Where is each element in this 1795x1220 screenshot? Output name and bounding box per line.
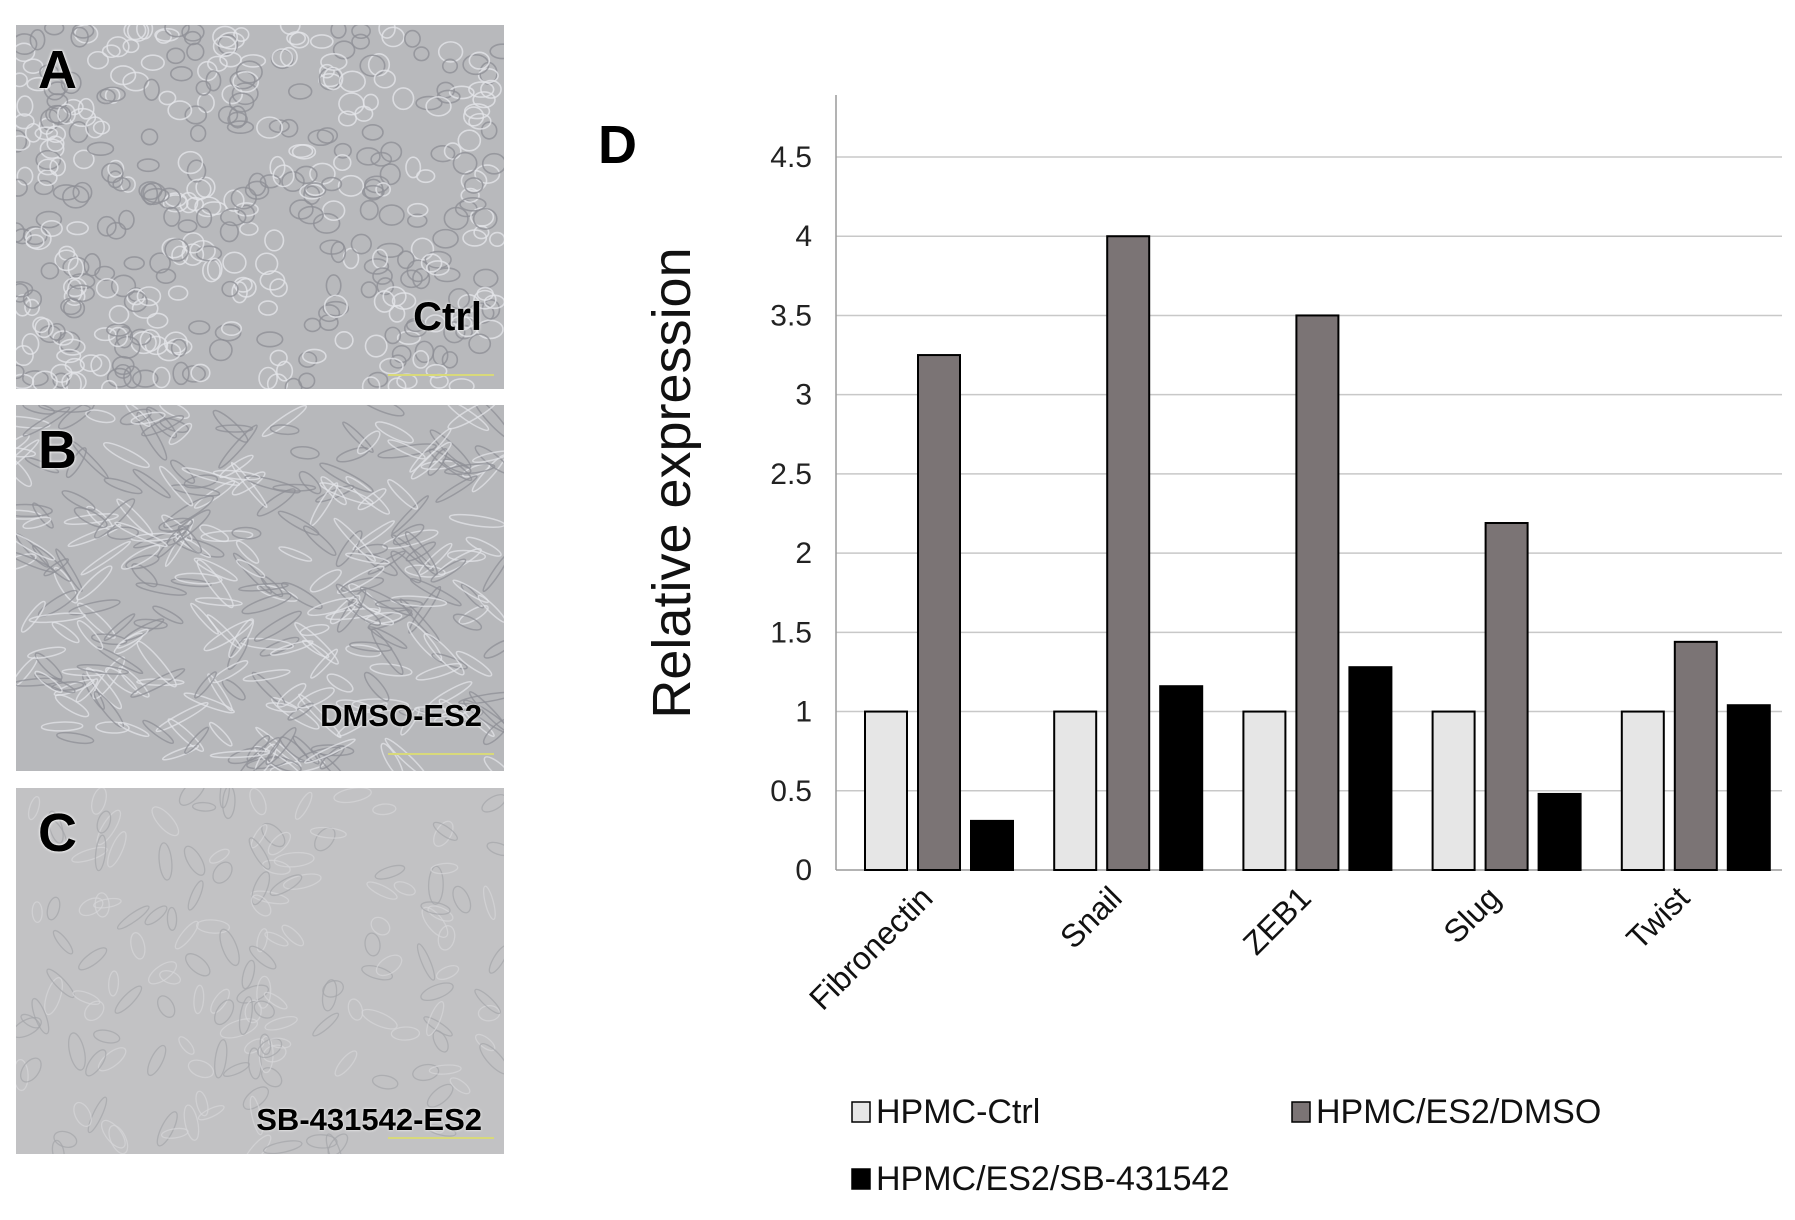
micrograph-panel-b: B DMSO-ES2 <box>16 405 504 771</box>
panel-letter-b: B <box>38 420 77 480</box>
y-tick-label: 2.5 <box>770 458 812 491</box>
bar-zeb1-series-3 <box>1348 666 1393 871</box>
bar-slug-series-3 <box>1537 792 1582 871</box>
cell-shapes <box>16 25 504 389</box>
bar-zeb1-series-2 <box>1295 314 1340 871</box>
category-label-zeb1: ZEB1 <box>1236 879 1318 961</box>
y-tick-label: 2 <box>795 537 812 570</box>
panel-caption-a: Ctrl <box>413 295 482 339</box>
category-labels: Fibronectin Snail ZEB1 Slug Twist <box>802 879 1696 1016</box>
legend-swatch-1 <box>851 1101 871 1123</box>
cell-texture-b <box>16 405 504 771</box>
y-axis-label: Relative expression <box>642 247 702 718</box>
bar-twist-series-1 <box>1620 710 1665 871</box>
panel-letter-c: C <box>38 803 77 863</box>
legend-label-1: HPMC-Ctrl <box>876 1093 1040 1131</box>
bar-snail-series-3 <box>1159 685 1204 872</box>
scale-bar-b <box>388 753 494 755</box>
micrograph-panel-c: C SB-431542-ES2 <box>16 788 504 1154</box>
y-tick-label: 4.5 <box>770 141 812 174</box>
legend-swatch-2 <box>1291 1101 1311 1123</box>
bar-slug-series-1 <box>1431 710 1476 871</box>
bar-twist-series-2 <box>1673 640 1718 872</box>
cell-texture-a <box>16 25 504 389</box>
panel-letter-a: A <box>38 40 77 100</box>
panel-caption-c: SB-431542-ES2 <box>256 1102 482 1137</box>
category-label-fibronectin: Fibronectin <box>802 879 939 1016</box>
scale-bar-c <box>388 1137 494 1139</box>
bar-zeb1-series-1 <box>1242 710 1287 871</box>
panel-caption-b: DMSO-ES2 <box>320 698 482 733</box>
y-tick-label: 4 <box>795 220 812 253</box>
legend-swatch-3 <box>851 1168 871 1190</box>
y-tick-label: 0.5 <box>770 775 812 808</box>
scale-bar-a <box>388 374 494 376</box>
y-tick-labels: 0 0.5 1 1.5 2 2.5 3 3.5 4 4.5 <box>770 141 812 887</box>
micrograph-panel-a: A Ctrl <box>16 25 504 389</box>
legend-label-2: HPMC/ES2/DMSO <box>1316 1093 1601 1131</box>
bar-twist-series-3 <box>1726 704 1771 871</box>
legend: HPMC-Ctrl HPMC/ES2/DMSO HPMC/ES2/SB-431542 <box>851 1093 1601 1198</box>
y-tick-label: 1.5 <box>770 616 812 649</box>
cell-shapes <box>16 405 504 771</box>
legend-label-3: HPMC/ES2/SB-431542 <box>876 1160 1229 1198</box>
y-tick-label: 3 <box>795 379 812 412</box>
bar-fibronectin-series-2 <box>917 354 961 871</box>
bar-fibronectin-series-1 <box>864 710 908 871</box>
category-label-slug: Slug <box>1436 879 1507 950</box>
bars <box>864 235 1771 872</box>
cell-texture-c <box>16 788 504 1154</box>
cell-shapes <box>16 788 504 1154</box>
category-label-snail: Snail <box>1053 879 1129 955</box>
y-tick-label: 1 <box>795 696 812 729</box>
y-tick-label: 0 <box>795 854 812 887</box>
category-label-twist: Twist <box>1619 879 1696 956</box>
bar-snail-series-1 <box>1053 710 1098 871</box>
bar-snail-series-2 <box>1106 235 1151 871</box>
bar-slug-series-2 <box>1484 522 1529 871</box>
y-tick-label: 3.5 <box>770 299 812 332</box>
panel-letter-d: D <box>598 115 637 175</box>
bar-fibronectin-series-3 <box>970 819 1014 871</box>
